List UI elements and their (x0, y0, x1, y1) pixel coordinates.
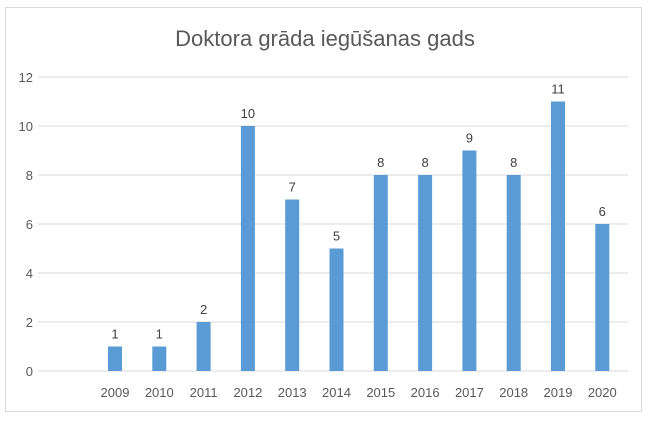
chart-title: Doktora grāda iegūšanas gads (175, 26, 475, 51)
bar (418, 175, 433, 371)
data-label: 8 (377, 155, 384, 170)
data-label: 9 (466, 131, 473, 146)
data-label: 1 (156, 327, 163, 342)
x-tick-label: 2018 (499, 385, 528, 400)
data-label: 8 (421, 155, 428, 170)
x-tick-label: 2010 (145, 385, 174, 400)
y-tick-label: 12 (19, 70, 33, 85)
x-tick-label: 2019 (544, 385, 573, 400)
data-label: 5 (333, 229, 340, 244)
x-tick-label: 2016 (411, 385, 440, 400)
bar (108, 346, 122, 371)
data-label: 2 (200, 302, 207, 317)
x-tick-label: 2012 (233, 385, 262, 400)
y-tick-label: 2 (26, 315, 33, 330)
x-tick-label: 2017 (455, 385, 484, 400)
x-tick-label: 2015 (366, 385, 395, 400)
bar (196, 322, 211, 371)
y-tick-label: 10 (19, 119, 33, 134)
bar (285, 199, 300, 371)
chart-frame (5, 7, 642, 412)
data-label: 10 (241, 106, 255, 121)
x-tick-label: 2009 (101, 385, 130, 400)
y-tick-label: 8 (26, 168, 33, 183)
x-tick-label: 2020 (588, 385, 617, 400)
data-label: 6 (599, 204, 606, 219)
data-label: 1 (111, 327, 118, 342)
bar (152, 346, 167, 371)
x-tick-label: 2014 (322, 385, 351, 400)
data-label: 7 (289, 180, 296, 195)
bar (551, 101, 565, 371)
x-tick-label: 2011 (190, 385, 218, 400)
bar (462, 150, 477, 371)
bar (329, 248, 344, 371)
bar (373, 175, 388, 371)
bar (506, 175, 521, 371)
data-label: 8 (510, 155, 517, 170)
y-tick-label: 6 (26, 217, 33, 232)
bar (595, 224, 610, 371)
data-label: 11 (551, 82, 565, 97)
x-tick-label: 2013 (278, 385, 307, 400)
y-tick-label: 4 (26, 266, 33, 281)
y-tick-label: 0 (26, 364, 33, 379)
bar (240, 126, 255, 371)
